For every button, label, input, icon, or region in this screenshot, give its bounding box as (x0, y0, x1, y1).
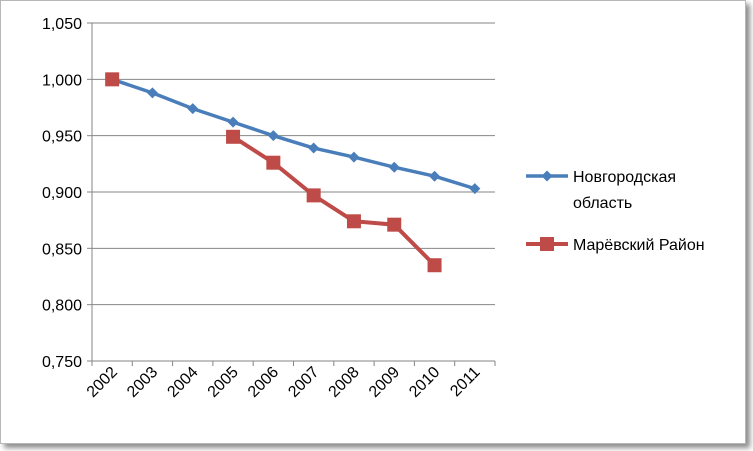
series-line-segment (191, 106, 235, 124)
data-point-square (346, 214, 361, 229)
legend-marker (541, 170, 553, 182)
y-tick-label: 0,950 (42, 129, 82, 146)
series-2 (105, 72, 442, 273)
legend-marker (540, 237, 554, 251)
x-tick-label: 2010 (406, 364, 443, 401)
data-point-diamond (388, 161, 400, 173)
data-point-diamond (308, 142, 320, 154)
y-tick-label: 1,050 (42, 16, 82, 33)
y-tick-label: 0,850 (42, 241, 82, 258)
x-tick-label: 2009 (366, 364, 403, 401)
series-line-segment (150, 91, 195, 111)
x-tick-label: 2005 (205, 364, 242, 401)
axes (87, 22, 496, 366)
y-tick-label: 1,000 (42, 72, 82, 89)
y-tick-label: 0,750 (42, 354, 82, 371)
series-line-segment (352, 155, 396, 169)
x-tick-label: 2006 (245, 364, 282, 401)
series-line-segment (392, 165, 437, 178)
legend: Новгородская область Марёвский Район (526, 169, 705, 254)
series-1 (106, 73, 481, 195)
data-point-square (266, 155, 281, 170)
legend-label: Марёвский Район (573, 237, 705, 254)
data-point-square (105, 72, 120, 87)
y-tick-label: 0,900 (42, 185, 82, 202)
data-point-diamond (348, 151, 360, 163)
legend-label: область (573, 195, 632, 212)
gridlines (92, 22, 495, 306)
y-axis-tick-labels: 0,750 0,800 0,850 0,900 0,950 1,000 1,050 (42, 16, 82, 371)
x-tick-label: 2007 (285, 364, 322, 401)
series-group (105, 72, 481, 273)
x-tick-label: 2008 (326, 364, 363, 401)
series-line-segment (311, 146, 356, 159)
legend-label: Новгородская (573, 169, 676, 186)
data-point-diamond (146, 87, 158, 99)
data-point-diamond (267, 130, 279, 142)
x-tick-label: 2002 (84, 364, 121, 401)
legend-item-1: Новгородская область (526, 169, 676, 212)
x-tick-label: 2004 (164, 364, 201, 401)
x-axis-tick-labels: 2002 2003 2004 2005 2006 2007 2008 2009 2010 2011 (84, 364, 484, 401)
series-line-segment (231, 120, 276, 138)
legend-item-2: Марёвский Район (526, 237, 705, 254)
data-point-square (226, 129, 241, 144)
data-point-diamond (227, 116, 239, 128)
data-point-diamond (429, 170, 441, 182)
series-line-segment (432, 174, 477, 191)
data-point-square (427, 258, 442, 273)
data-point-diamond (469, 183, 481, 195)
data-point-square (306, 188, 321, 203)
series-line-segment (271, 133, 316, 150)
x-tick-label: 2011 (447, 364, 483, 400)
y-tick-label: 0,800 (42, 298, 82, 315)
data-point-square (387, 217, 402, 232)
x-tick-label: 2003 (124, 364, 161, 401)
data-point-diamond (187, 103, 199, 115)
